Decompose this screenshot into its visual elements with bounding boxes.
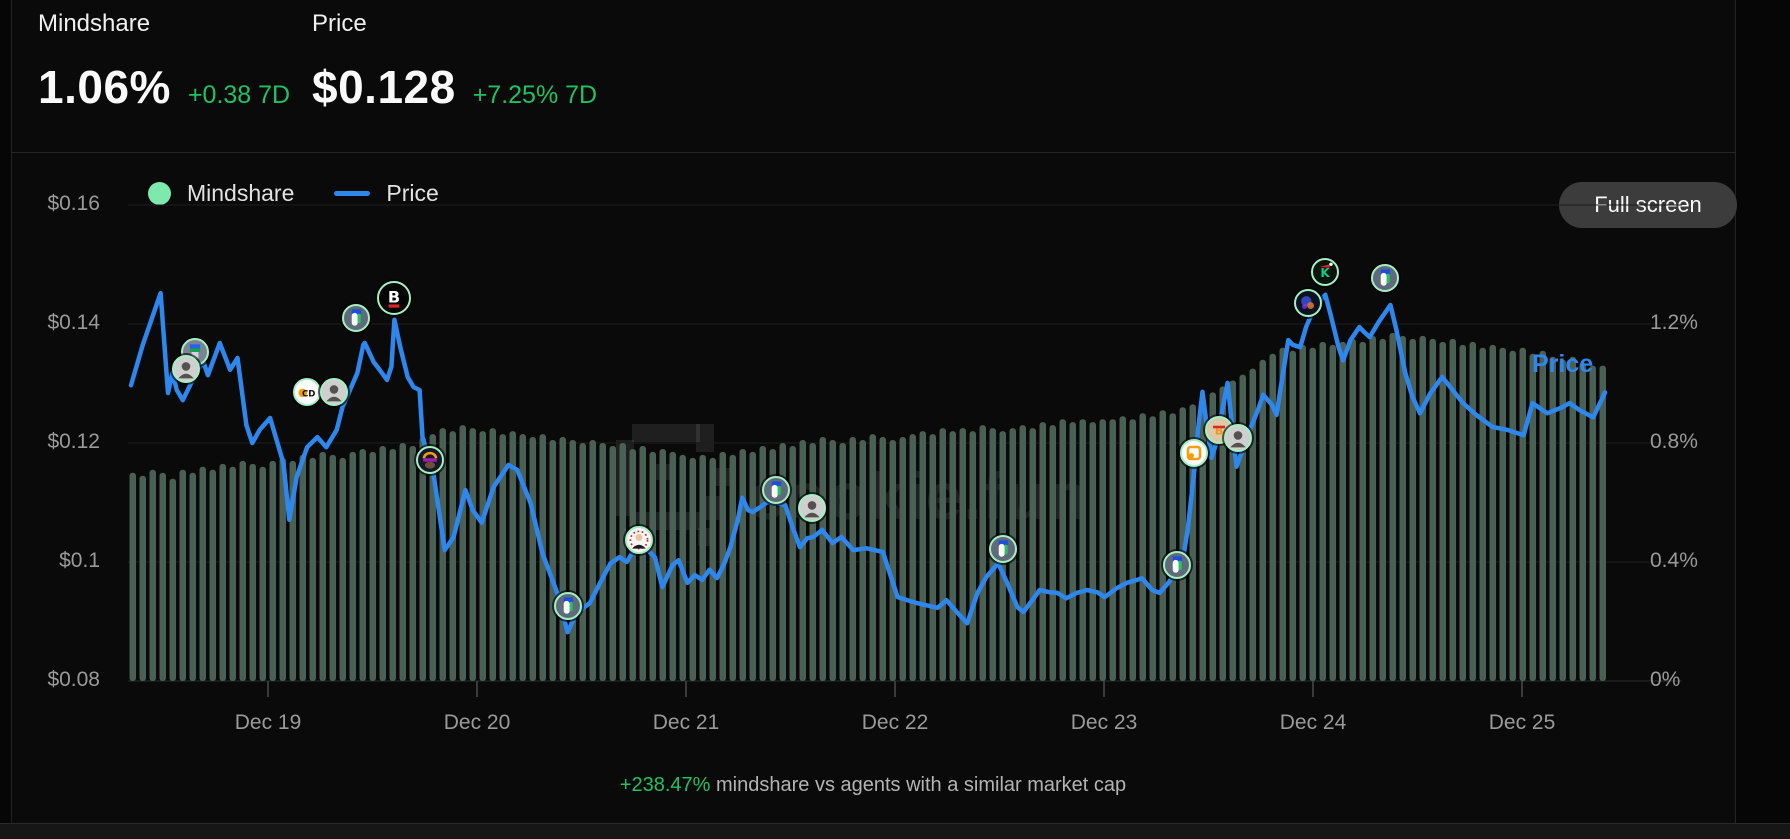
mindshare-metric: Mindshare 1.06% +0.38 7D: [38, 10, 290, 114]
marker-galaxy-lion[interactable]: [1293, 289, 1322, 318]
comparison-footnote: +238.47% mindshare vs agents with a simi…: [11, 774, 1735, 797]
panel-left-border: [11, 0, 12, 823]
price-label: Price: [312, 10, 367, 37]
x-axis-tick: Dec 24: [1279, 711, 1347, 734]
marker-cd-badge[interactable]: CD: [293, 377, 322, 406]
price-legend-line-icon[interactable]: [334, 191, 371, 196]
mindshare-value: 1.06%: [38, 61, 171, 113]
svg-text:B: B: [388, 287, 400, 306]
marker-penguin[interactable]: [1163, 550, 1192, 579]
marker-penguin[interactable]: [762, 476, 791, 504]
marker-penguin[interactable]: [1370, 264, 1399, 293]
marker-penguin[interactable]: [553, 592, 582, 621]
y-left-tick: $0.14: [47, 311, 100, 334]
legend-price-label[interactable]: Price: [386, 180, 439, 206]
mindshare-legend-dot-icon[interactable]: [148, 182, 171, 205]
y-right-tick: 1.2%: [1650, 311, 1698, 334]
legend-mindshare-label[interactable]: Mindshare: [187, 180, 295, 206]
price-change-7d: +7.25% 7D: [472, 81, 598, 109]
y-left-tick: $0.08: [47, 668, 100, 691]
marker-b-badge[interactable]: B: [377, 280, 412, 315]
y-right-tick: 0.4%: [1650, 549, 1698, 572]
svg-text:B: B: [1215, 424, 1223, 437]
y-right-tick: 0.8%: [1650, 430, 1698, 453]
y-left-tick: $0.1: [59, 549, 100, 572]
marker-gray-portrait[interactable]: [1224, 424, 1252, 453]
marker-gray-portrait[interactable]: [797, 493, 826, 522]
marker-penguin[interactable]: [988, 534, 1017, 563]
x-axis-tick: Dec 19: [234, 711, 302, 734]
marker-suit-man[interactable]: [624, 525, 653, 554]
svg-text:K: K: [1321, 266, 1331, 280]
marker-k-santa[interactable]: K: [1311, 258, 1340, 287]
marker-gray-portrait[interactable]: [319, 377, 348, 406]
price-value: $0.128: [312, 61, 456, 113]
panel-right-border: [1735, 0, 1736, 823]
y-left-tick: $0.16: [47, 192, 100, 215]
footnote-percentage: +238.47%: [619, 774, 711, 796]
x-axis-tick: Dec 25: [1488, 711, 1556, 734]
x-axis-tick: Dec 21: [652, 711, 720, 734]
y-right-tick: 0%: [1650, 668, 1681, 691]
marker-gray-portrait[interactable]: [171, 355, 200, 384]
marker-ape[interactable]: [415, 445, 444, 474]
svg-text:CD: CD: [302, 389, 315, 399]
chart-panel: [11, 0, 1735, 823]
marker-orange-app[interactable]: [1179, 439, 1208, 468]
header-divider: [12, 152, 1735, 153]
price-metric: Price $0.128 +7.25% 7D: [312, 10, 597, 114]
chart-legend: Mindshare Price: [148, 180, 439, 207]
price-series-tag: Price: [1532, 350, 1594, 378]
x-axis-tick: Dec 23: [1070, 711, 1138, 734]
x-axis-tick: Dec 20: [443, 711, 511, 734]
mindshare-change-7d: +0.38 7D: [187, 81, 291, 109]
mindshare-label: Mindshare: [38, 10, 151, 37]
x-axis-tick: Dec 22: [861, 711, 929, 734]
footnote-text: mindshare vs agents with a similar marke…: [710, 774, 1127, 796]
y-left-tick: $0.12: [47, 430, 100, 453]
bottom-section-edge: [0, 823, 1790, 839]
marker-penguin[interactable]: [341, 304, 370, 333]
